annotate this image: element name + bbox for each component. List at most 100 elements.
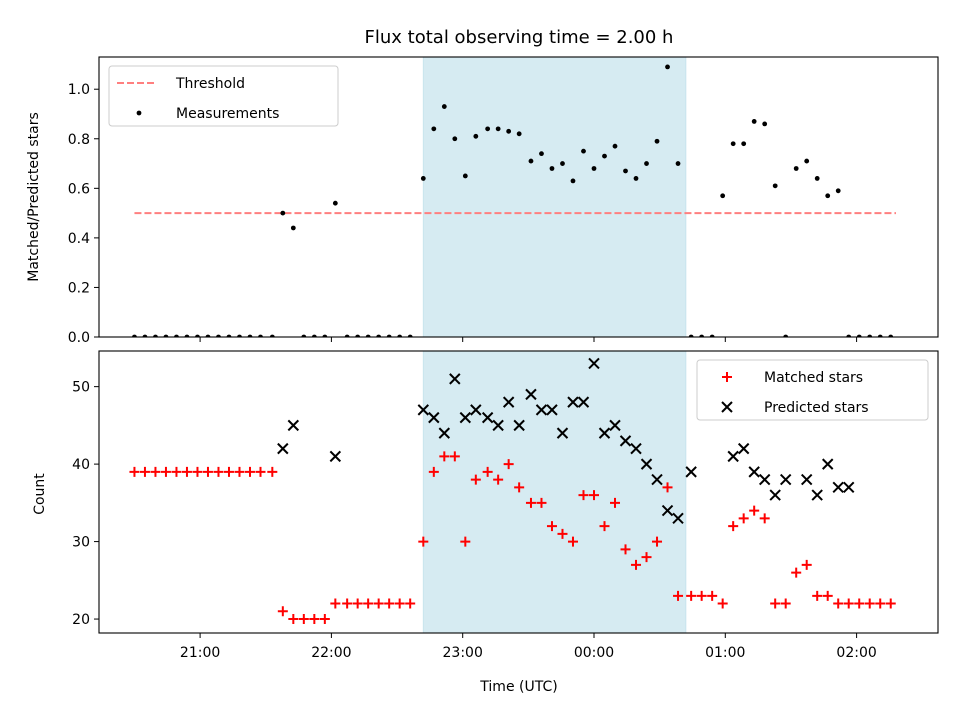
measurement-point: [720, 193, 726, 199]
legend: Matched stars Predicted stars: [696, 359, 929, 421]
y-tick-label: 0.8: [68, 132, 90, 148]
measurement-point: [804, 158, 810, 164]
matched-star-marker: [150, 466, 161, 477]
measurement-point: [602, 153, 607, 159]
x-tick-label: 23:00: [443, 645, 483, 661]
measurement-point: [762, 121, 768, 127]
measurement-point: [184, 334, 190, 337]
measurement-point: [506, 128, 512, 134]
measurement-point: [226, 334, 232, 337]
measurement-point: [332, 200, 338, 206]
matched-star-marker: [267, 466, 278, 477]
predicted-star-marker: [470, 404, 482, 416]
matched-star-marker: [833, 598, 844, 609]
measurement-point: [741, 141, 747, 147]
matched-star-marker: [631, 559, 642, 570]
matched-star-marker: [686, 590, 697, 601]
measurement-point: [431, 126, 437, 132]
matched-star-marker: [352, 598, 363, 609]
measurement-point: [420, 176, 426, 181]
predicted-star-marker: [640, 458, 653, 470]
predicted-star-marker: [492, 419, 504, 432]
top-panel: 0.0 0.2 0.4 0.6 0.8 1.0 Threshold Measurements: [68, 56, 939, 346]
matched-star-marker: [749, 505, 760, 516]
bottom-panel: 21:00 22:00 23:00 00:00 01:00 02:00 20 30 40 50 Ma…: [72, 350, 939, 661]
predicted-star-marker: [672, 512, 684, 525]
measurement-point: [163, 334, 169, 337]
measurement-point: [386, 334, 392, 337]
measurement-point: [633, 176, 639, 181]
matched-star-marker: [309, 614, 320, 625]
predicted-star-marker: [502, 396, 515, 408]
measurement-point: [772, 183, 778, 189]
measurement-point: [269, 334, 275, 337]
predicted-star-marker: [843, 481, 855, 494]
matched-star-marker: [418, 536, 429, 547]
matched-star-marker: [298, 614, 309, 625]
measurement-point: [612, 143, 618, 149]
observing-window-span: [422, 350, 687, 634]
measurement-point: [688, 334, 694, 337]
measurement-point: [539, 151, 544, 157]
matched-star-marker: [854, 598, 865, 609]
predicted-star-marker: [737, 442, 750, 455]
matched-star-marker: [288, 614, 299, 625]
measurement-point: [441, 104, 447, 109]
measurement-point: [846, 334, 852, 337]
measurement-point: [247, 334, 253, 337]
predicted-star-marker: [513, 419, 525, 432]
predicted-star-marker: [758, 473, 771, 486]
matched-star-marker: [770, 598, 781, 609]
top-y-axis-label: Matched/Predicted stars: [26, 112, 42, 282]
measurement-point: [591, 166, 597, 171]
measurement-point: [709, 334, 715, 337]
predicted-star-marker: [556, 427, 569, 439]
measurement-point: [654, 138, 660, 144]
matched-star-marker: [213, 466, 224, 477]
legend-predicted-swatch: [721, 401, 733, 413]
measurement-point: [376, 334, 382, 337]
matched-star-marker: [449, 451, 460, 462]
measurement-point: [730, 141, 736, 147]
matched-star-marker: [405, 598, 416, 609]
x-tick-label: 21:00: [180, 645, 220, 661]
measurement-point: [322, 334, 328, 337]
predicted-star-marker: [685, 466, 697, 478]
legend: Threshold Measurements: [108, 65, 339, 127]
y-tick-label: 20: [72, 612, 90, 628]
matched-star-marker: [557, 528, 568, 539]
measurement-point: [301, 334, 307, 337]
legend-matched-swatch: [722, 372, 732, 382]
measurement-point: [528, 158, 534, 164]
measurement-point: [856, 334, 862, 337]
matched-star-marker: [738, 513, 749, 524]
matched-star-marker: [171, 466, 182, 477]
predicted-star-marker: [567, 396, 579, 408]
matched-star-marker: [801, 559, 812, 570]
matched-star-marker: [822, 590, 833, 601]
axes-frame: [98, 350, 939, 634]
measurement-point: [195, 334, 200, 337]
measurement-point: [495, 126, 501, 132]
predicted-star-marker: [651, 473, 663, 486]
measurement-point: [644, 161, 649, 166]
measurement-point: [153, 334, 158, 337]
axes-frame: [98, 56, 939, 338]
matched-star-marker: [759, 513, 770, 524]
predicted-star-marker: [535, 404, 548, 416]
matched-star-marker: [843, 598, 854, 609]
predicted-star-marker: [525, 388, 537, 401]
measurement-point: [665, 64, 670, 70]
measurement-point: [280, 210, 286, 216]
matched-star-marker: [514, 482, 525, 493]
predicted-star-marker: [449, 373, 461, 385]
legend-label: Matched stars: [764, 370, 863, 386]
measurement-point: [407, 334, 413, 337]
measurement-point: [290, 225, 296, 231]
y-tick-label: 0.6: [68, 181, 90, 197]
matched-star-marker: [439, 451, 450, 462]
measurement-point: [699, 334, 705, 337]
matched-star-marker: [567, 536, 578, 547]
matched-star-marker: [620, 544, 631, 555]
